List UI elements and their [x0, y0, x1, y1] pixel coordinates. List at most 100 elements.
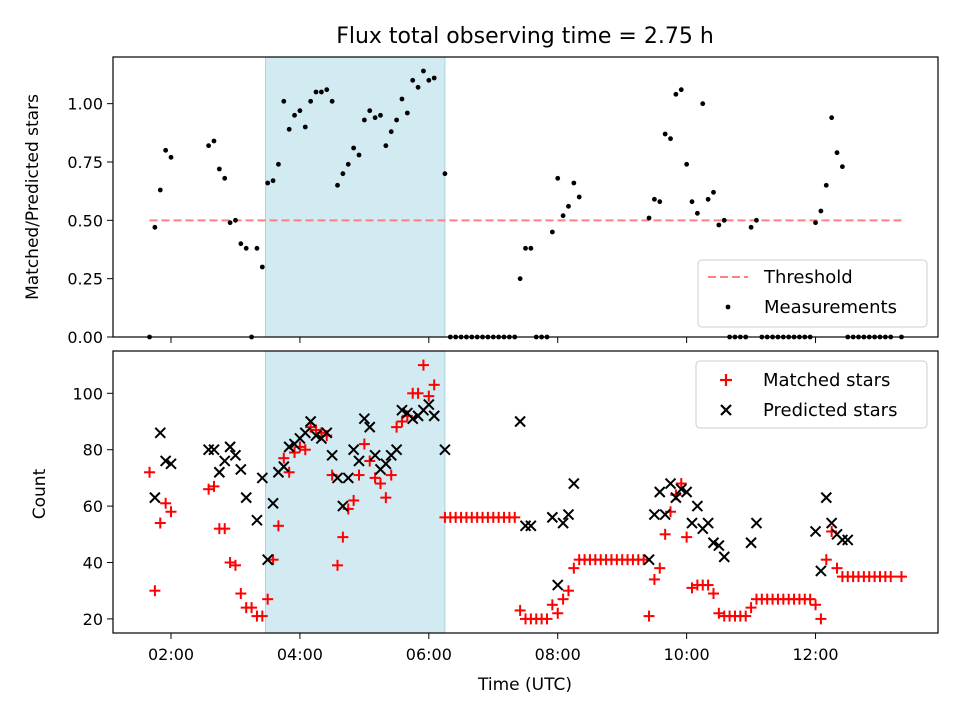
- x-stroke: [546, 511, 559, 524]
- x-stroke: [304, 415, 317, 428]
- predicted-star-point: [331, 472, 344, 484]
- measurement-point: [157, 187, 163, 193]
- predicted-star-point: [235, 463, 247, 476]
- measurement-point: [442, 171, 448, 177]
- measurement-point: [281, 98, 287, 104]
- x-tick-label: 06:00: [406, 645, 452, 664]
- measurement-point: [410, 77, 416, 83]
- matched-star-point: [165, 506, 177, 518]
- x-stroke: [256, 472, 269, 484]
- measurement-point: [426, 77, 432, 83]
- matched-star-point: [246, 602, 258, 614]
- x-stroke: [643, 553, 655, 566]
- measurement-point: [318, 89, 324, 95]
- measurement-point: [238, 241, 244, 247]
- x-stroke: [159, 455, 172, 467]
- matched-star-point: [681, 531, 693, 543]
- matched-star-point: [815, 613, 827, 625]
- predicted-star-point: [546, 511, 559, 524]
- measurement-point: [308, 98, 314, 104]
- matched-star-point: [885, 571, 897, 583]
- measurement-point: [711, 189, 716, 195]
- bottom-axis-ticks: [107, 392, 817, 639]
- predicted-star-point: [321, 427, 333, 439]
- matched-star-point: [208, 480, 220, 492]
- matched-star-point: [144, 466, 156, 478]
- measurement-point: [324, 87, 330, 93]
- measurement-point: [431, 75, 437, 81]
- predicted-star-point: [369, 449, 381, 462]
- x-tick-label: 04:00: [277, 645, 323, 664]
- matched-star-point: [428, 379, 440, 391]
- x-stroke: [670, 491, 682, 504]
- predicted-star-point: [557, 517, 569, 529]
- y-tick-label: 0.00: [67, 328, 103, 347]
- predicted-star-point: [154, 427, 166, 439]
- matched-star-point: [568, 562, 580, 574]
- x-stroke: [745, 537, 757, 549]
- predicted-star-point: [691, 500, 704, 512]
- measurement-point: [829, 115, 835, 121]
- measurement-point: [152, 224, 158, 230]
- matched-star-point: [337, 531, 349, 543]
- x-stroke: [514, 415, 526, 428]
- x-stroke: [396, 404, 408, 416]
- matched-star-point: [160, 497, 172, 509]
- measurement-point: [297, 108, 303, 114]
- measurement-point: [646, 215, 652, 221]
- x-stroke: [702, 517, 714, 529]
- x-stroke: [149, 491, 161, 504]
- predicted-star-point: [568, 477, 580, 490]
- predicted-star-point: [337, 500, 349, 512]
- legend-measurements-swatch: [725, 304, 731, 310]
- x-stroke: [261, 553, 274, 566]
- matched-star-point: [396, 416, 408, 427]
- measurement-point: [721, 217, 727, 223]
- matched-star-point: [638, 554, 650, 566]
- x-stroke: [364, 421, 376, 433]
- y-tick-label: 0.75: [67, 153, 103, 172]
- matched-star-point: [262, 593, 274, 605]
- measurement-point: [818, 208, 824, 214]
- measurement-point: [286, 126, 292, 132]
- matched-star-point: [509, 511, 521, 523]
- matched-star-point: [895, 571, 907, 583]
- x-stroke: [686, 517, 698, 529]
- measurement-point: [399, 96, 405, 102]
- matched-star-point: [552, 607, 564, 619]
- x-stroke: [439, 443, 451, 456]
- measurement-point: [673, 91, 679, 97]
- matched-star-point: [149, 585, 161, 597]
- measurement-point: [823, 182, 829, 188]
- measurement-point: [163, 147, 169, 153]
- predicted-star-point: [229, 449, 242, 462]
- matched-star-point: [289, 447, 301, 459]
- matched-star-point: [374, 478, 386, 490]
- matched-star-point: [391, 421, 403, 433]
- measurement-point: [528, 245, 534, 251]
- predicted-star-point: [820, 491, 832, 504]
- predicted-star-point: [267, 497, 279, 509]
- matched-star-point: [380, 492, 392, 504]
- x-stroke: [406, 412, 419, 425]
- top-ylabel: Matched/Predicted stars: [23, 94, 43, 300]
- x-stroke: [713, 539, 725, 552]
- x-stroke: [321, 427, 333, 439]
- measurement-point: [523, 245, 528, 251]
- x-stroke: [235, 463, 247, 476]
- measurement-point: [566, 203, 571, 209]
- predicted-star-point: [165, 458, 177, 470]
- x-stroke: [680, 486, 693, 498]
- matched-star-point: [675, 478, 687, 490]
- x-stroke: [815, 565, 827, 577]
- predicted-star-point: [219, 455, 231, 467]
- x-stroke: [358, 412, 371, 425]
- matched-star-point: [154, 517, 166, 529]
- measurement-point: [652, 196, 657, 202]
- predicted-star-point: [396, 404, 408, 416]
- predicted-star-point: [310, 429, 322, 442]
- measurement-point: [388, 129, 394, 135]
- matched-star-point: [804, 593, 816, 605]
- predicted-star-point: [815, 565, 827, 577]
- measurement-point: [560, 213, 566, 219]
